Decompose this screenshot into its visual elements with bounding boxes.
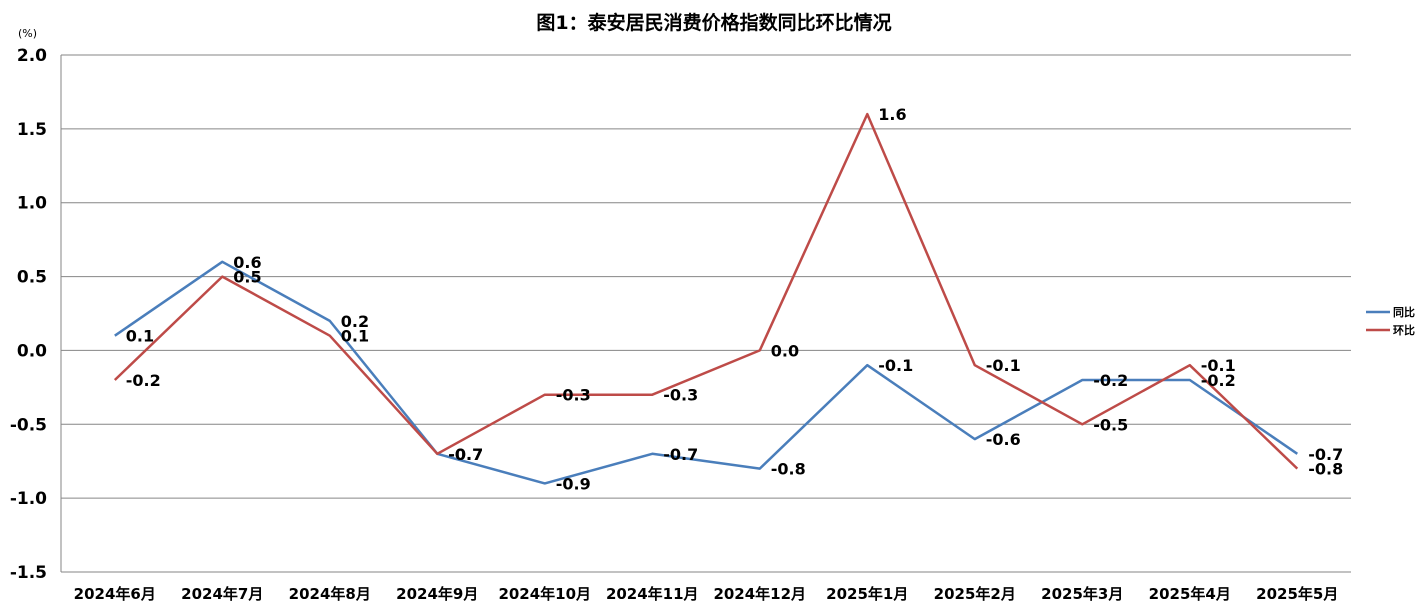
data-label: 1.6 bbox=[878, 105, 906, 124]
data-label: -0.2 bbox=[126, 371, 161, 390]
x-tick-label: 2024年11月 bbox=[606, 585, 699, 603]
series-line bbox=[114, 260, 1299, 485]
data-label: -0.7 bbox=[448, 445, 483, 464]
x-tick-label: 2024年10月 bbox=[498, 585, 591, 603]
data-label: -0.1 bbox=[1201, 356, 1236, 375]
data-label: -0.1 bbox=[986, 356, 1021, 375]
x-tick-label: 2025年5月 bbox=[1256, 585, 1338, 603]
y-tick-label: -1.0 bbox=[10, 489, 47, 509]
data-label: -0.7 bbox=[663, 445, 698, 464]
y-tick-label: 0.0 bbox=[17, 341, 47, 361]
x-tick-label: 2024年6月 bbox=[74, 585, 156, 603]
data-labels: 0.10.60.2-0.7-0.9-0.7-0.8-0.1-0.6-0.2 -0.… bbox=[126, 105, 1343, 493]
y-tick-label: 1.0 bbox=[17, 194, 47, 214]
data-label: -0.1 bbox=[878, 356, 913, 375]
x-tick-label: 2024年8月 bbox=[289, 585, 371, 603]
legend: 同比环比 bbox=[1366, 305, 1415, 337]
y-tick-label: -0.5 bbox=[10, 415, 47, 435]
data-label: -0.6 bbox=[986, 430, 1021, 449]
x-tick-label: 2024年7月 bbox=[181, 585, 263, 603]
data-label: -0.7 bbox=[448, 445, 483, 464]
x-tick-label: 2024年9月 bbox=[396, 585, 478, 603]
legend-entry: 同比 bbox=[1393, 305, 1415, 319]
data-label: -0.3 bbox=[663, 386, 698, 405]
data-label: -0.2 bbox=[1201, 371, 1236, 390]
data-label: -0.9 bbox=[556, 474, 591, 493]
data-label: -0.3 bbox=[556, 386, 591, 405]
y-unit-label: (%) bbox=[18, 27, 37, 40]
x-tick-label: 2025年4月 bbox=[1149, 585, 1231, 603]
data-label: 0.6 bbox=[233, 253, 261, 272]
data-label: -0.8 bbox=[771, 460, 806, 479]
series-lines bbox=[113, 112, 1299, 485]
data-label: -0.5 bbox=[1093, 415, 1128, 434]
y-tick-label: 2.0 bbox=[17, 46, 47, 66]
x-tick-label: 2025年1月 bbox=[826, 585, 908, 603]
series-line bbox=[113, 112, 1299, 470]
chart-title: 图1：泰安居民消费价格指数同比环比情况 bbox=[536, 11, 891, 34]
data-label: 0.1 bbox=[341, 327, 369, 346]
legend-entry: 环比 bbox=[1393, 323, 1415, 337]
gridlines bbox=[61, 54, 1351, 573]
y-tick-label: 1.5 bbox=[17, 120, 47, 140]
data-label: -0.8 bbox=[1308, 460, 1343, 479]
data-label: 0.0 bbox=[771, 341, 799, 360]
axes: 2.0 1.5 1.0 0.5 0.0 -0.5 -1.0 -1.5 2024年6月 2024年7… bbox=[10, 46, 1351, 603]
data-label: -0.2 bbox=[1093, 371, 1128, 390]
y-tick-label: 0.5 bbox=[17, 268, 47, 288]
data-label: -0.7 bbox=[1308, 445, 1343, 464]
x-tick-label: 2025年3月 bbox=[1041, 585, 1123, 603]
data-label: 0.1 bbox=[126, 327, 154, 346]
x-tick-label: 2025年2月 bbox=[934, 585, 1016, 603]
data-label: 0.5 bbox=[233, 268, 261, 287]
y-tick-label: -1.5 bbox=[10, 563, 47, 583]
x-tick-label: 2024年12月 bbox=[713, 585, 806, 603]
data-label: 0.2 bbox=[341, 312, 369, 331]
